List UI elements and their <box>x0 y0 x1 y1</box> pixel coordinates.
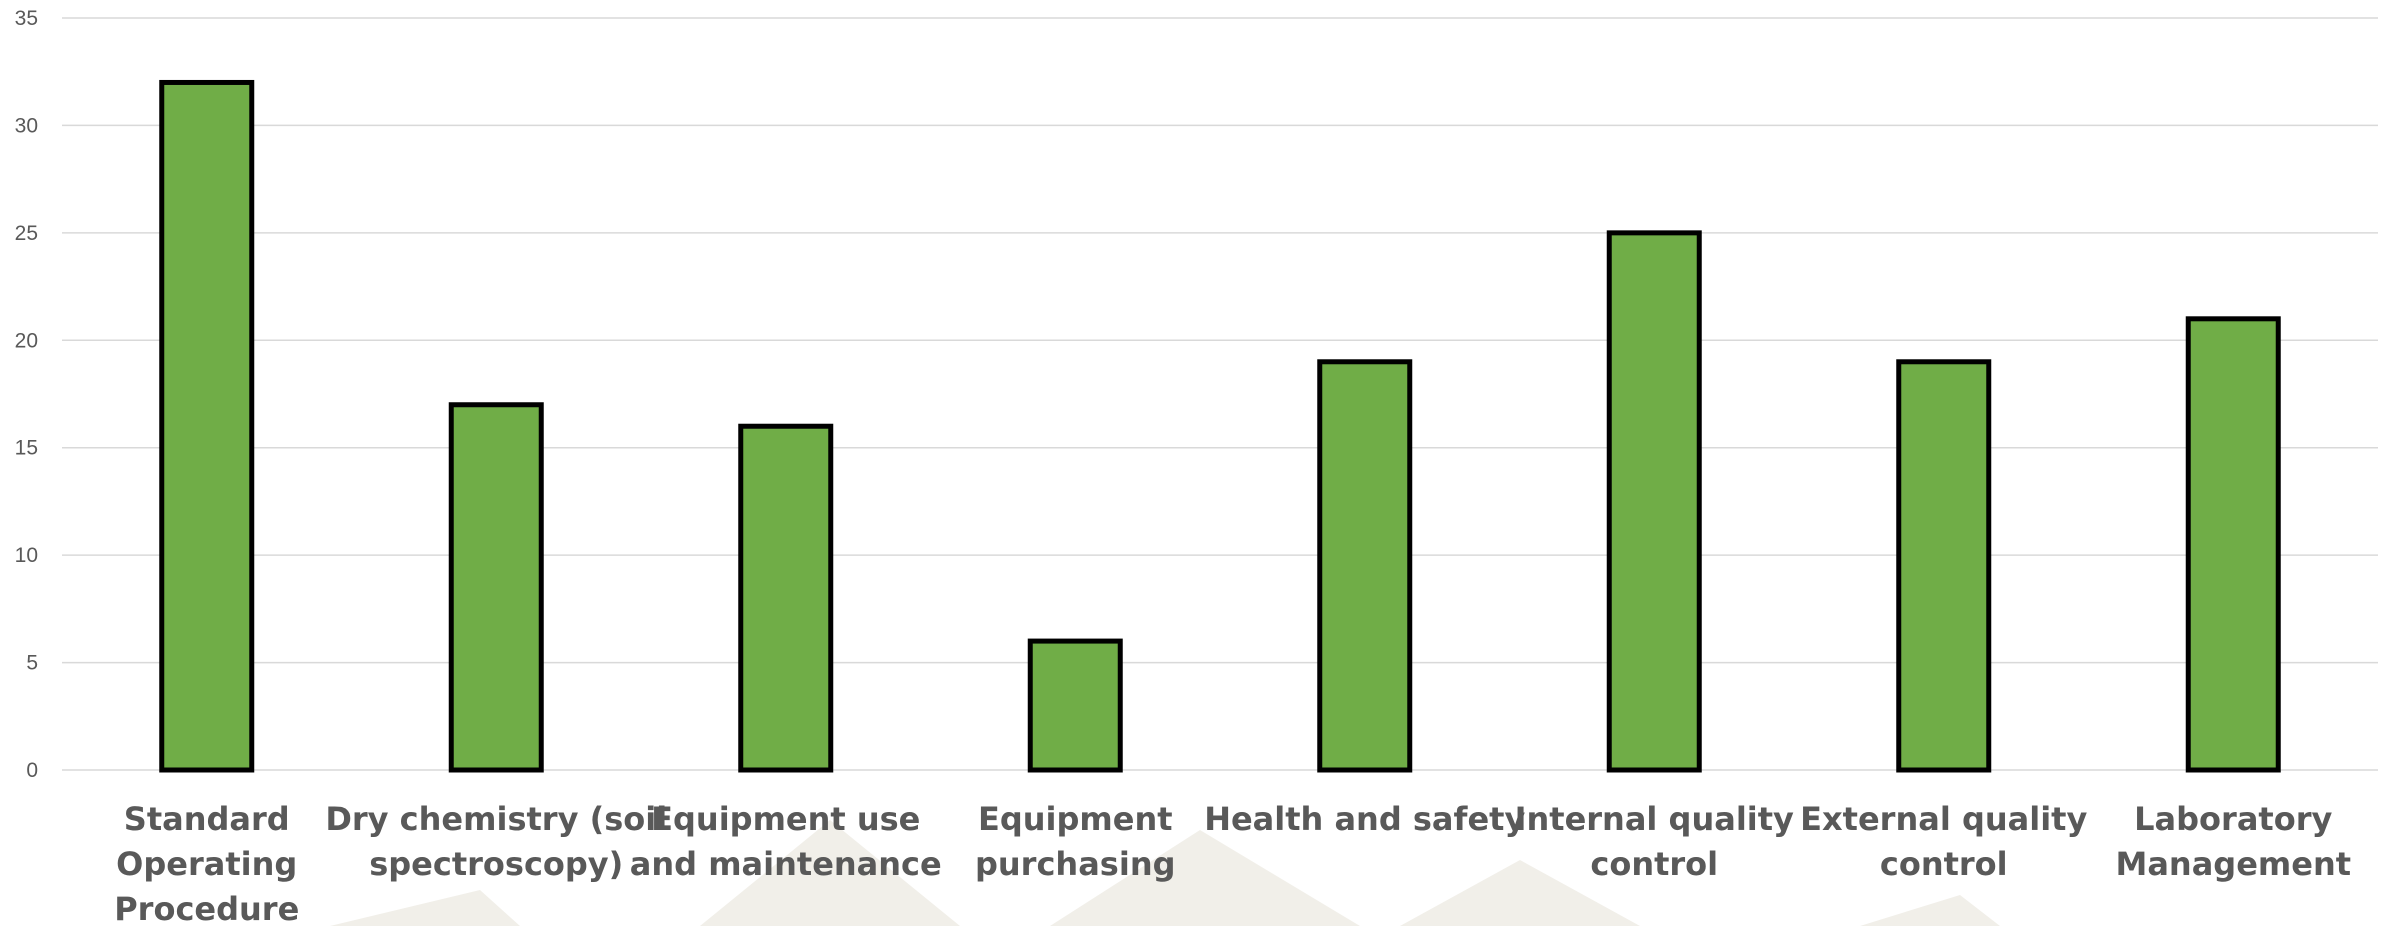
y-tick-label: 10 <box>15 544 38 567</box>
bar-7 <box>1896 359 1992 773</box>
x-tick-label-line: Laboratory <box>2134 800 2332 838</box>
x-tick-label-line: control <box>1880 845 2008 883</box>
y-axis-ticks: 0 5 10 15 20 25 30 35 <box>15 7 38 782</box>
bar-3 <box>738 423 834 773</box>
y-tick-label: 30 <box>15 114 38 137</box>
x-axis-ticks: Standard Operating Procedure Dry chemistry … <box>114 800 2351 926</box>
bar-6 <box>1606 230 1702 773</box>
bar-1 <box>159 79 255 773</box>
x-tick-label: Equipment use and maintenance <box>630 800 942 883</box>
bars <box>159 79 2281 773</box>
x-tick-label-line: spectroscopy) <box>369 845 623 883</box>
background-watermark <box>330 820 2000 926</box>
x-tick-label-line: purchasing <box>975 845 1176 883</box>
x-tick-label: Equipment purchasing <box>975 800 1176 883</box>
y-gridlines <box>62 17 2378 771</box>
x-tick-label: Internal quality control <box>1515 800 1794 883</box>
x-tick-label-line: Equipment use <box>651 800 920 838</box>
y-tick-label: 35 <box>15 7 38 30</box>
x-tick-label-line: Health and safety <box>1204 800 1525 838</box>
x-tick-label-line: control <box>1590 845 1718 883</box>
bar-8 <box>2185 316 2281 773</box>
x-tick-label-line: Management <box>2115 845 2351 883</box>
x-tick-label: Standard Operating Procedure <box>114 800 299 926</box>
y-tick-label: 25 <box>15 222 38 245</box>
x-tick-label-line: Dry chemistry (soil <box>325 800 667 838</box>
y-tick-label: 0 <box>26 759 38 782</box>
y-tick-label: 20 <box>15 329 38 352</box>
x-tick-label: Health and safety <box>1204 800 1525 838</box>
bar-5 <box>1317 359 1413 773</box>
x-tick-label-line: Procedure <box>114 890 299 926</box>
x-tick-label-line: Standard <box>124 800 290 838</box>
bar-4 <box>1027 638 1123 773</box>
y-tick-label: 5 <box>26 652 38 675</box>
x-tick-label: Laboratory Management <box>2115 800 2351 883</box>
x-tick-label-line: Operating <box>116 845 297 883</box>
x-tick-label: Dry chemistry (soil spectroscopy) <box>325 800 667 883</box>
x-tick-label-line: Equipment <box>978 800 1173 838</box>
bar-2 <box>448 402 544 773</box>
x-tick-label-line: External quality <box>1800 800 2087 838</box>
x-tick-label-line: and maintenance <box>630 845 942 883</box>
x-tick-label-line: Internal quality <box>1515 800 1794 838</box>
x-tick-label: External quality control <box>1800 800 2087 883</box>
y-tick-label: 15 <box>15 437 38 460</box>
